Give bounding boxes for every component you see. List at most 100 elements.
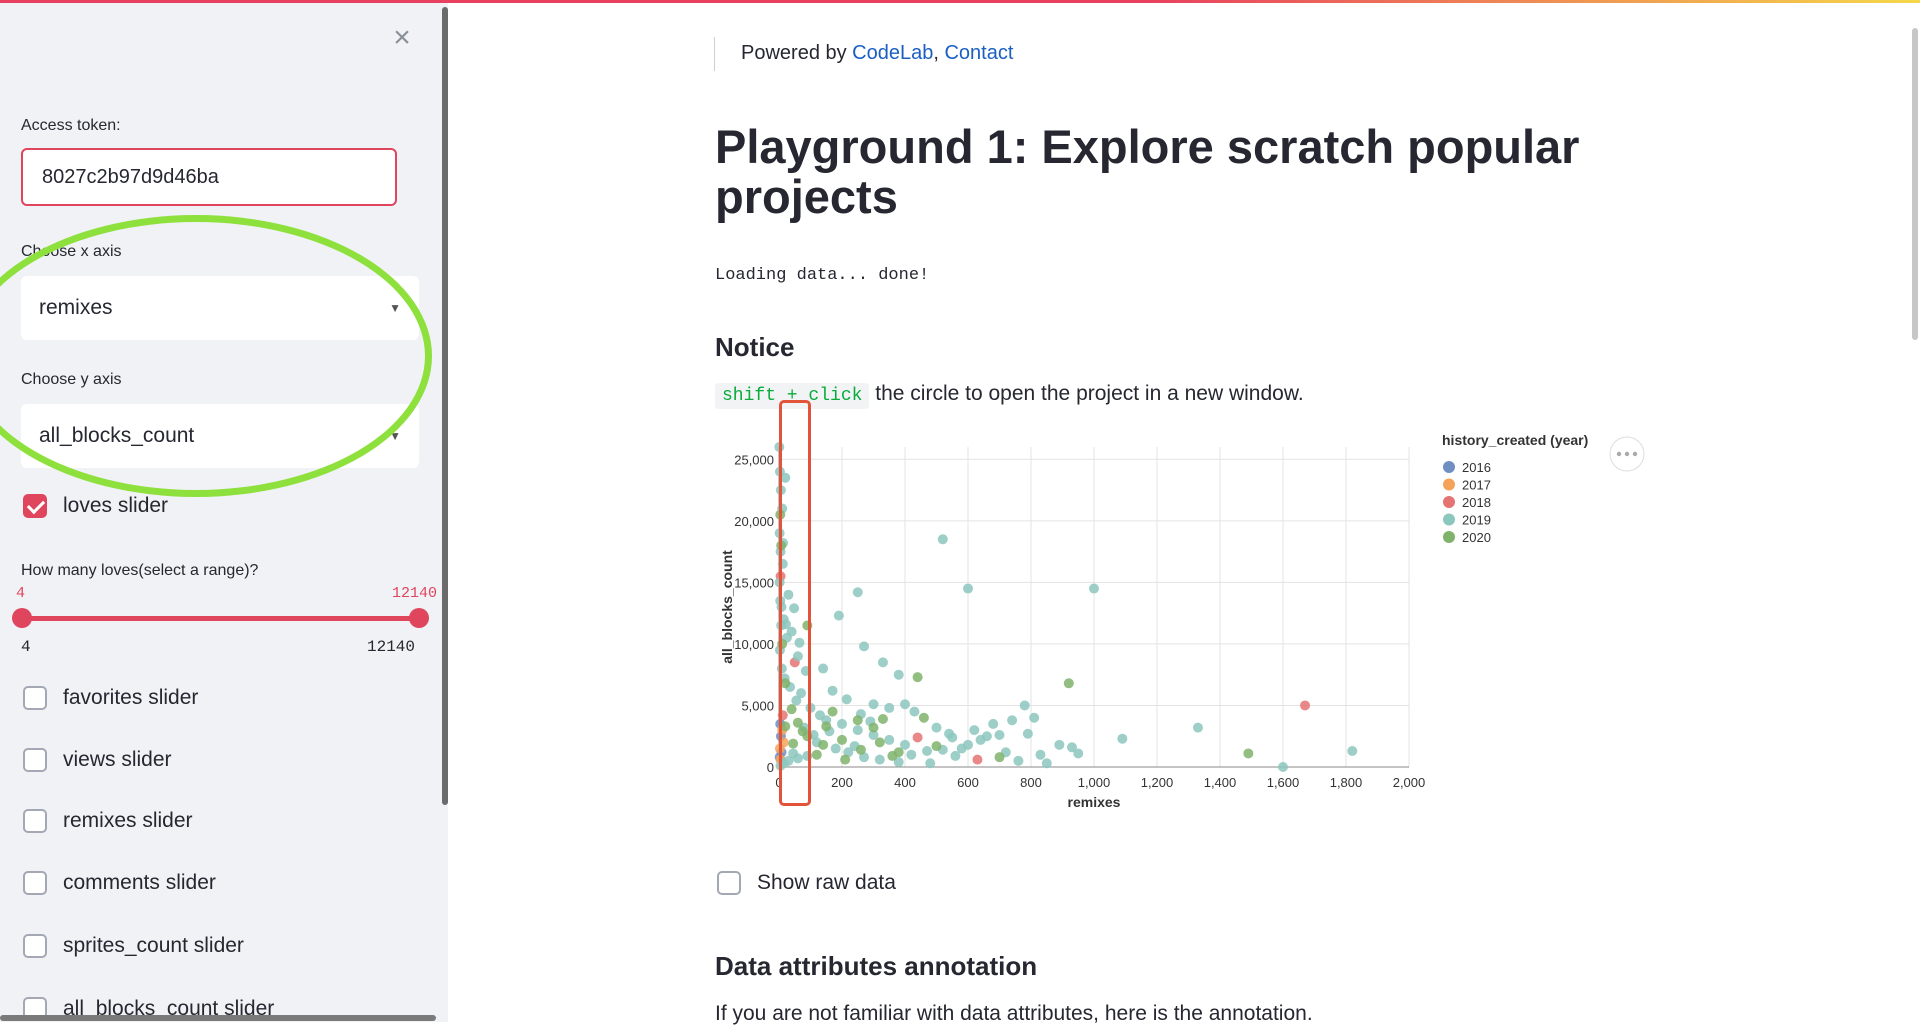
- access-token-input[interactable]: 8027c2b97d9d46ba: [21, 148, 397, 206]
- views-slider-checkbox[interactable]: views slider: [23, 745, 172, 775]
- data-point-2019: [794, 637, 805, 648]
- y-tick-label: 20,000: [734, 514, 774, 529]
- favorites-slider-checkbox[interactable]: favorites slider: [23, 683, 198, 713]
- data-point-2020: [776, 540, 787, 551]
- data-point-2019: [780, 619, 791, 630]
- data-point-2019: [783, 589, 794, 600]
- data-point-2019: [1013, 755, 1024, 766]
- data-point-2019: [777, 558, 788, 569]
- checkbox-icon: [23, 934, 47, 958]
- data-point-2020: [1063, 678, 1074, 689]
- notice-description: the circle to open the project in a new …: [869, 382, 1304, 405]
- data-point-2019: [1089, 583, 1099, 594]
- loading-status: Loading data... done!: [715, 266, 930, 285]
- data-point-2019: [776, 663, 787, 674]
- loves-range-label: How many loves(select a range)?: [21, 562, 259, 579]
- checkbox-icon: [23, 686, 47, 710]
- x-tick-label: 1,200: [1141, 775, 1174, 790]
- y-axis-label: Choose y axis: [21, 371, 122, 388]
- data-point-2020: [994, 752, 1005, 763]
- data-point-2020: [797, 726, 808, 737]
- data-point-2020: [852, 715, 863, 726]
- chart-actions-menu-button[interactable]: [1609, 436, 1645, 472]
- data-point-2019: [1278, 762, 1288, 772]
- data-point-2019: [937, 534, 948, 545]
- data-point-2019: [956, 743, 967, 754]
- x-tick-label: 1,000: [1078, 775, 1111, 790]
- data-point-2019: [909, 706, 920, 717]
- data-point-2020: [802, 620, 813, 631]
- show-raw-data-checkbox[interactable]: Show raw data: [717, 871, 896, 895]
- data-point-2019: [877, 657, 888, 668]
- comments-slider-checkbox[interactable]: comments slider: [23, 868, 216, 898]
- data-point-2020: [775, 509, 786, 520]
- sprites-count-slider-checkbox[interactable]: sprites_count slider: [23, 931, 244, 961]
- x-tick-label: 2,000: [1393, 775, 1426, 790]
- data-point-2020: [777, 638, 788, 649]
- loves-range-slider[interactable]: [21, 616, 419, 621]
- y-axis-select[interactable]: all_blocks_count ▼: [21, 404, 419, 468]
- data-point-2019: [1022, 728, 1033, 739]
- chevron-down-icon: ▼: [389, 429, 401, 443]
- slider-low-value: 4: [16, 585, 26, 602]
- data-point-2019: [833, 610, 844, 621]
- slider-high-handle[interactable]: [409, 608, 429, 628]
- legend-title: history_created (year): [1442, 432, 1588, 448]
- x-axis-select[interactable]: remixes ▼: [21, 276, 419, 340]
- close-icon: ×: [393, 21, 411, 54]
- data-point-2019: [780, 472, 791, 483]
- sidebar: × Access token: 8027c2b97d9d46ba Choose …: [0, 3, 448, 1022]
- top-accent-bar: [0, 0, 1920, 3]
- data-point-2019: [868, 699, 879, 710]
- codelab-link[interactable]: CodeLab: [852, 42, 934, 64]
- sidebar-scrollbar-horizontal[interactable]: [0, 1015, 436, 1021]
- notice-heading: Notice: [715, 332, 795, 362]
- page-scrollbar[interactable]: [1912, 28, 1918, 340]
- legend-swatch: [1443, 496, 1455, 508]
- close-sidebar-button[interactable]: ×: [388, 23, 416, 53]
- data-point-2020: [912, 672, 923, 683]
- data-point-2019: [805, 702, 816, 713]
- scatter-chart[interactable]: 0 200 400 600 800 1,000 1,200 1,400 1,600 1,800 2,…: [712, 425, 1652, 820]
- sidebar-scrollbar-vertical[interactable]: [442, 7, 448, 805]
- data-point-2019: [900, 699, 910, 710]
- y-axis-title: all_blocks_count: [719, 550, 735, 664]
- x-tick-label: 0: [775, 775, 782, 790]
- data-point-2019: [944, 728, 955, 739]
- data-point-2019: [1192, 722, 1203, 733]
- data-point-2020: [786, 704, 797, 715]
- shift-click-code: shift + click: [715, 383, 870, 409]
- y-tick-label: 10,000: [734, 637, 774, 652]
- annotation-heading: Data attributes annotation: [715, 951, 1038, 981]
- checkbox-checked-icon: [23, 494, 47, 518]
- data-point-2019: [981, 731, 992, 742]
- data-point-2020: [780, 678, 791, 689]
- data-point-2019: [774, 577, 785, 588]
- checkbox-label: remixes slider: [63, 809, 193, 832]
- data-point-2019: [792, 651, 803, 662]
- data-point-2019: [775, 760, 786, 771]
- data-point-2019: [791, 695, 802, 706]
- contact-link[interactable]: Contact: [944, 42, 1014, 64]
- data-point-2019: [830, 743, 841, 754]
- data-point-2020: [877, 714, 888, 724]
- data-point-2020: [837, 734, 847, 745]
- data-point-2019: [788, 748, 799, 759]
- data-point-2019: [922, 746, 933, 756]
- legend-label: 2019: [1462, 513, 1491, 528]
- data-point-2019: [802, 750, 813, 761]
- checkbox-icon: [23, 809, 47, 833]
- notice-text: shift + click the circle to open the pro…: [715, 382, 1304, 409]
- slider-low-handle[interactable]: [12, 608, 32, 628]
- data-point-2019: [775, 485, 786, 496]
- remixes-slider-checkbox[interactable]: remixes slider: [23, 806, 193, 836]
- data-point-2020: [874, 737, 885, 748]
- data-point-2019: [1073, 748, 1084, 759]
- data-point-2019: [837, 718, 847, 729]
- more-icon: [1616, 451, 1622, 457]
- x-tick-label: 1,600: [1267, 775, 1300, 790]
- data-point-2019: [841, 694, 852, 705]
- x-tick-label: 1,800: [1330, 775, 1363, 790]
- data-point-2020: [887, 750, 898, 761]
- loves-slider-checkbox[interactable]: loves slider: [23, 491, 168, 521]
